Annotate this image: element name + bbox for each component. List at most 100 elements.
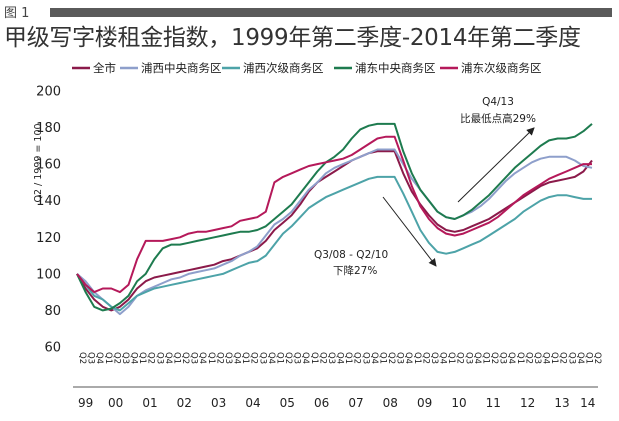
x-axis: Q2Q3Q4Q1Q2Q3Q4Q1Q2Q3Q4Q1Q2Q3Q4Q1Q2Q3Q4Q1…: [73, 352, 602, 410]
x-year-label: 00: [108, 396, 123, 410]
x-quarter-label: Q3: [326, 352, 336, 364]
legend-label: 全市: [93, 61, 116, 75]
x-quarter-label: Q1: [343, 352, 353, 364]
header-bar: [50, 8, 612, 17]
x-year-label: 12: [520, 396, 535, 410]
x-quarter-label: Q4: [300, 352, 310, 364]
annotation-peak-detail: 比最低点高29%: [460, 112, 536, 125]
x-quarter-label: Q2: [249, 352, 259, 364]
x-quarter-label: Q2: [420, 352, 430, 364]
x-quarter-label: Q2: [455, 352, 465, 364]
legend-label: 浦西中央商务区: [141, 61, 222, 75]
x-quarter-label: Q3: [463, 352, 473, 364]
legend: 全市 浦西中央商务区 浦西次级商务区 浦东中央商务区 浦东次级商务区: [72, 61, 542, 75]
x-quarter-label: Q1: [206, 352, 216, 364]
annotation-drop-label: Q3/08 - Q2/10: [314, 249, 388, 261]
y-tick-label: 180: [36, 121, 61, 136]
x-quarter-label: Q3: [120, 352, 130, 364]
x-quarter-label: Q1: [309, 352, 319, 364]
figure-label: 图 1: [4, 6, 30, 21]
x-quarter-label: Q3: [223, 352, 233, 364]
x-quarter-label: Q4: [369, 352, 379, 364]
x-quarter-label: Q2: [111, 352, 121, 364]
x-quarter-label: Q1: [583, 352, 593, 364]
x-quarter-label: Q3: [566, 352, 576, 364]
x-quarter-label: Q3: [395, 352, 405, 364]
x-year-label: 01: [142, 396, 157, 410]
x-year-label: 09: [417, 396, 432, 410]
x-quarter-label: Q2: [352, 352, 362, 364]
x-quarter-label: Q3: [257, 352, 267, 364]
x-quarter-label: Q4: [335, 352, 345, 364]
annotation-drop-detail: 下降27%: [333, 264, 377, 277]
y-tick-label: 160: [36, 158, 61, 173]
x-quarter-label: Q2: [180, 352, 190, 364]
x-quarter-label: Q1: [412, 352, 422, 364]
x-year-label: 03: [211, 396, 226, 410]
x-year-label: 11: [486, 396, 501, 410]
x-quarter-label: Q2: [489, 352, 499, 364]
x-quarter-label: Q1: [103, 352, 113, 364]
x-quarter-label: Q4: [266, 352, 276, 364]
x-quarter-label: Q3: [360, 352, 370, 364]
x-quarter-label: Q2: [317, 352, 327, 364]
x-year-label: 07: [348, 396, 363, 410]
x-quarter-label: Q2: [386, 352, 396, 364]
x-quarter-label: Q1: [171, 352, 181, 364]
series-lines: [76, 122, 593, 316]
x-quarter-label: Q3: [532, 352, 542, 364]
x-quarter-label: Q1: [137, 352, 147, 364]
x-quarter-label: Q4: [541, 352, 551, 364]
series-line-2: [76, 148, 593, 316]
x-quarter-label: Q1: [377, 352, 387, 364]
x-quarter-label: Q4: [472, 352, 482, 364]
x-quarter-label: Q3: [292, 352, 302, 364]
annotations: Q4/13 比最低点高29% Q3/08 - Q2/10 下降27%: [314, 96, 536, 277]
y-axis: 60 80 100 120 140 160 180 200: [36, 85, 61, 356]
x-quarter-label: Q3: [86, 352, 96, 364]
x-quarter-label: Q3: [154, 352, 164, 364]
x-quarter-label: Q3: [498, 352, 508, 364]
x-quarter-label: Q3: [189, 352, 199, 364]
y-tick-label: 80: [44, 304, 61, 319]
x-quarter-label: Q1: [480, 352, 490, 364]
x-year-label: 04: [245, 396, 260, 410]
y-tick-label: 100: [36, 267, 61, 282]
x-quarter-label: Q4: [94, 352, 104, 364]
x-year-label: 05: [280, 396, 295, 410]
x-quarter-label: Q4: [232, 352, 242, 364]
x-quarter-label: Q1: [274, 352, 284, 364]
y-tick-label: 120: [36, 231, 61, 246]
x-year-label: 06: [314, 396, 329, 410]
x-quarter-label: Q2: [592, 352, 602, 364]
x-quarter-label: Q4: [575, 352, 585, 364]
legend-label: 浦西次级商务区: [243, 61, 324, 75]
legend-label: 浦东中央商务区: [355, 61, 436, 75]
y-axis-label: Q2 / 1999 = 100: [33, 123, 44, 202]
legend-label: 浦东次级商务区: [461, 61, 542, 75]
x-quarter-label: Q3: [429, 352, 439, 364]
series-line-1: [76, 150, 593, 312]
y-tick-label: 60: [44, 341, 61, 356]
annotation-peak-label: Q4/13: [482, 96, 514, 108]
x-quarter-label: Q2: [523, 352, 533, 364]
chart-title: 甲级写字楼租金指数，1999年第二季度-2014年第二季度: [4, 25, 581, 51]
y-tick-label: 140: [36, 194, 61, 209]
x-quarter-label: Q2: [146, 352, 156, 364]
x-quarter-label: Q1: [549, 352, 559, 364]
x-year-label: 99: [78, 396, 93, 410]
annotation-arrow-down: [382, 196, 437, 267]
x-year-label: 08: [383, 396, 398, 410]
x-quarter-label: Q2: [77, 352, 87, 364]
series-line-3: [76, 175, 592, 312]
x-quarter-label: Q1: [240, 352, 250, 364]
annotation-arrow-up: [457, 127, 535, 203]
x-year-label: 14: [580, 396, 595, 410]
x-quarter-label: Q2: [214, 352, 224, 364]
x-quarter-label: Q1: [515, 352, 525, 364]
x-quarter-label: Q2: [558, 352, 568, 364]
x-year-label: 10: [451, 396, 466, 410]
x-year-label: 02: [177, 396, 192, 410]
series-line-5: [76, 135, 592, 294]
